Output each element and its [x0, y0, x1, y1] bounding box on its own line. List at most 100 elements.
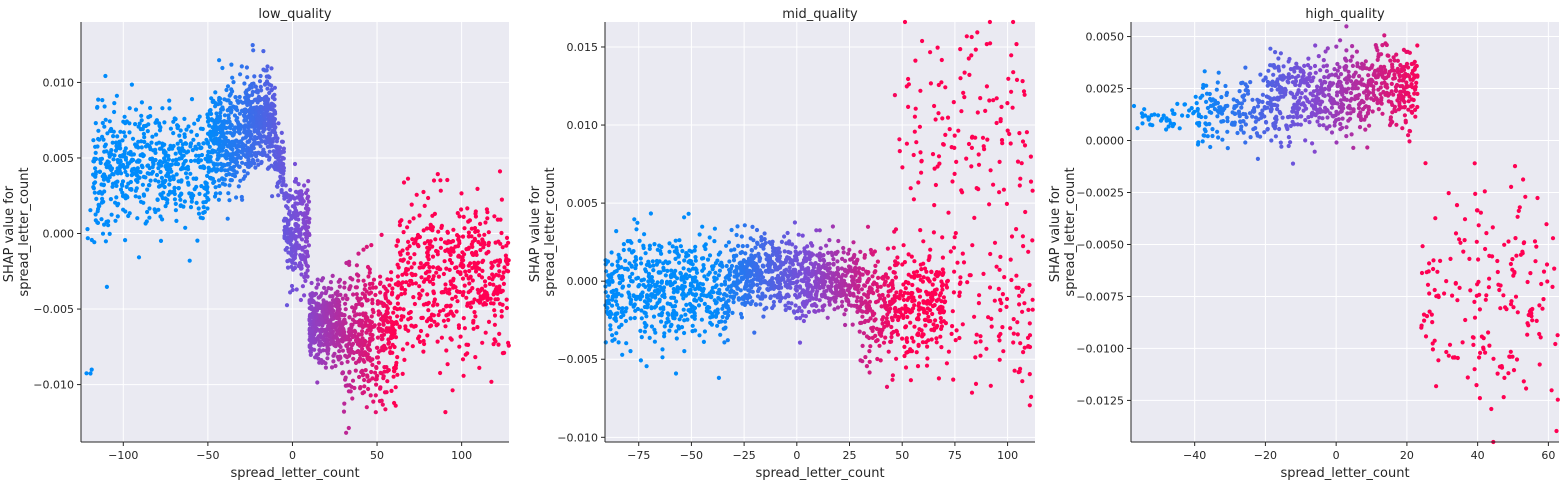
scatter-point	[750, 280, 755, 285]
scatter-point	[312, 347, 317, 352]
scatter-point	[302, 293, 307, 298]
scatter-point	[731, 258, 737, 263]
scatter-point	[273, 164, 278, 169]
scatter-point	[378, 386, 383, 391]
scatter-point	[307, 232, 312, 238]
scatter-point	[392, 331, 397, 336]
scatter-point	[485, 297, 490, 302]
scatter-point	[755, 282, 760, 287]
scatter-point	[908, 378, 914, 383]
scatter-point	[438, 370, 443, 376]
scatter-point	[793, 303, 798, 308]
scatter-point	[362, 377, 367, 383]
scatter-point	[862, 292, 867, 297]
scatter-point	[1019, 161, 1024, 166]
scatter-point	[682, 284, 688, 289]
scatter-point	[806, 309, 812, 315]
scatter-point	[367, 355, 372, 360]
scatter-point	[114, 183, 119, 188]
scatter-point	[417, 334, 422, 339]
scatter-point	[677, 260, 682, 265]
scatter-point	[764, 252, 769, 258]
scatter-point	[853, 266, 858, 271]
scatter-point	[431, 265, 436, 270]
scatter-point	[418, 261, 423, 266]
scatter-point	[629, 278, 634, 284]
scatter-point	[427, 226, 433, 231]
scatter-point	[460, 234, 466, 239]
scatter-point	[294, 287, 299, 292]
scatter-point	[504, 297, 509, 302]
scatter-point	[144, 219, 149, 224]
scatter-point	[477, 365, 482, 370]
scatter-point	[999, 104, 1004, 109]
scatter-point	[680, 248, 685, 254]
scatter-point	[883, 335, 888, 340]
scatter-point	[608, 323, 613, 328]
scatter-point	[472, 310, 477, 315]
scatter-point	[375, 345, 380, 350]
scatter-point	[122, 114, 127, 119]
scatter-point	[263, 81, 268, 86]
scatter-point	[216, 151, 221, 156]
scatter-point	[171, 131, 176, 136]
scatter-point	[263, 141, 268, 146]
scatter-point	[649, 324, 655, 329]
scatter-point	[343, 377, 348, 382]
scatter-point	[272, 97, 277, 102]
scatter-point	[394, 243, 399, 248]
scatter-point	[912, 114, 918, 119]
scatter-point	[909, 254, 914, 259]
scatter-point	[451, 227, 456, 232]
scatter-point	[265, 98, 270, 103]
scatter-point	[763, 294, 768, 299]
scatter-point	[243, 123, 248, 128]
scatter-point	[711, 264, 716, 269]
scatter-point	[779, 239, 785, 244]
scatter-point	[156, 179, 161, 184]
scatter-point	[642, 299, 648, 304]
scatter-point	[930, 152, 936, 157]
scatter-point	[497, 269, 502, 274]
scatter-point	[776, 286, 781, 291]
scatter-point	[690, 329, 695, 334]
scatter-point	[127, 121, 132, 126]
scatter-point	[421, 189, 426, 195]
scatter-point	[606, 301, 612, 306]
scatter-point	[326, 324, 331, 329]
scatter-point	[92, 190, 97, 195]
scatter-point	[492, 308, 497, 313]
scatter-point	[236, 129, 241, 134]
scatter-point	[123, 169, 128, 174]
scatter-point	[768, 294, 774, 299]
scatter-point	[103, 239, 108, 244]
scatter-point	[477, 233, 482, 238]
scatter-point	[1024, 130, 1029, 135]
scatter-point	[943, 132, 948, 137]
scatter-point	[646, 259, 651, 264]
scatter-point	[242, 169, 247, 174]
scatter-point	[481, 302, 486, 307]
scatter-point	[205, 141, 210, 146]
scatter-point	[114, 93, 119, 98]
scatter-point	[686, 267, 691, 272]
scatter-point	[328, 294, 333, 299]
scatter-point	[930, 282, 935, 287]
scatter-point	[167, 147, 172, 152]
scatter-point	[106, 219, 111, 224]
scatter-point	[245, 75, 250, 80]
scatter-point	[918, 228, 923, 233]
scatter-point	[936, 272, 941, 277]
scatter-point	[688, 261, 693, 266]
scatter-point	[933, 318, 938, 323]
scatter-point	[416, 244, 421, 249]
scatter-point	[688, 290, 693, 295]
scatter-point	[402, 357, 407, 362]
scatter-point	[238, 72, 243, 77]
scatter-point	[460, 357, 466, 362]
scatter-point	[138, 127, 143, 132]
scatter-point	[222, 113, 227, 118]
scatter-point	[195, 238, 200, 243]
scatter-point	[217, 114, 223, 119]
scatter-point	[363, 350, 368, 355]
